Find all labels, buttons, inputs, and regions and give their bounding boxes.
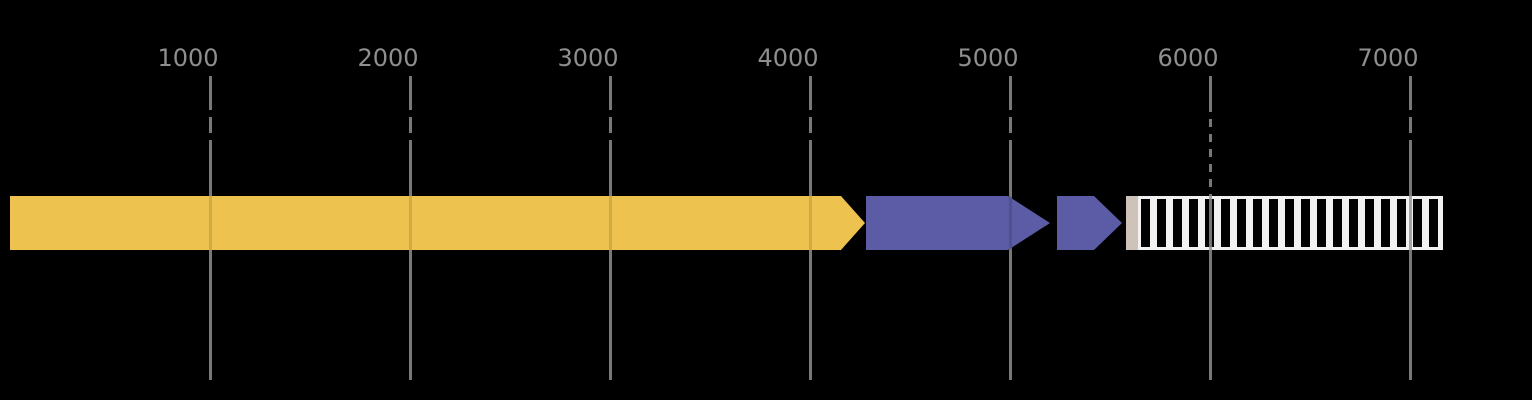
gridline-through-feature: [1008, 196, 1012, 250]
feature-spacer-block: [1126, 196, 1138, 250]
feature-hatched-region: [1138, 196, 1443, 250]
axis-tick-label: 2000: [357, 44, 419, 72]
gridline-through-feature: [1208, 196, 1212, 250]
feature-arrow-2: [866, 196, 1050, 250]
gridline-dash-break: [607, 110, 613, 117]
gridline-dash-break: [607, 133, 613, 140]
gridline-through-feature: [408, 196, 412, 250]
gridline-dash-break: [1407, 133, 1413, 140]
gridline-dash-break: [807, 110, 813, 117]
gridline-dash-break: [207, 133, 213, 140]
gridline-through-feature: [608, 196, 612, 250]
gridline-dash-break: [1207, 104, 1213, 196]
gridline-dash-break: [1007, 110, 1013, 117]
gridline-dash-break: [407, 133, 413, 140]
axis-tick-label: 1000: [157, 44, 219, 72]
gridline-dash-break: [1007, 133, 1013, 140]
axis-tick-label: 3000: [557, 44, 619, 72]
gridline-through-feature: [808, 196, 812, 250]
feature-arrow-3: [1057, 196, 1122, 250]
gridline-dash-break: [1407, 110, 1413, 117]
gridline-through-feature: [208, 196, 212, 250]
gridline-dash-break: [807, 133, 813, 140]
axis-tick-label: 5000: [957, 44, 1019, 72]
gridline-dash-break: [407, 110, 413, 117]
axis-tick-label: 6000: [1157, 44, 1219, 72]
gridline-dash-break: [207, 110, 213, 117]
feature-arrow-1: [10, 196, 865, 250]
axis-tick-label: 4000: [757, 44, 819, 72]
gridline-through-feature: [1408, 196, 1412, 250]
axis-tick-label: 7000: [1357, 44, 1419, 72]
